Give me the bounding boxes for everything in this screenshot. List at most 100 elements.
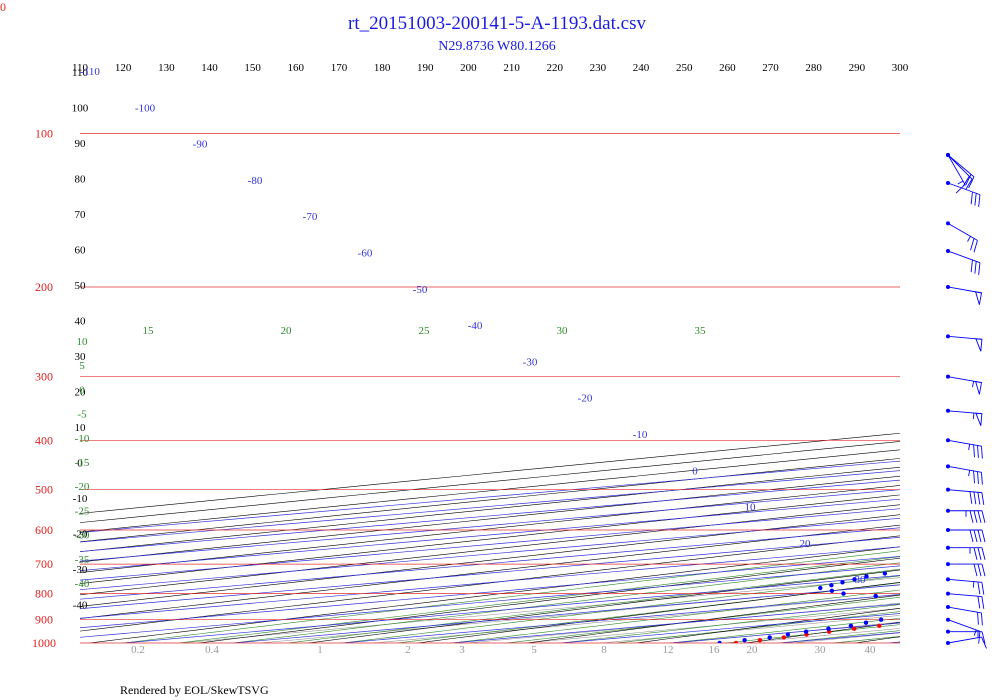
temperature-point bbox=[930, 618, 934, 622]
wind-barb bbox=[946, 153, 966, 194]
dewpoint-point bbox=[848, 623, 854, 628]
wind-barb-staff bbox=[947, 182, 981, 196]
theta-top-label: 120 bbox=[115, 62, 132, 74]
wind-barb-flag bbox=[981, 472, 983, 485]
temperature-point bbox=[757, 638, 763, 643]
theta-top-label: 240 bbox=[633, 62, 650, 74]
moist-adiabat-line bbox=[123, 550, 900, 643]
dry-adiabat-line bbox=[80, 514, 900, 607]
wind-barb-flag bbox=[977, 596, 981, 609]
pressure-label: 600 bbox=[35, 523, 53, 537]
mixing-ratio-label: 2 bbox=[405, 644, 411, 656]
wind-barb bbox=[946, 284, 983, 305]
dry-adiabat-line bbox=[80, 535, 900, 632]
wind-barb-staff bbox=[947, 222, 978, 241]
wind-barb-flag bbox=[973, 510, 978, 523]
wind-barb-flag bbox=[981, 631, 986, 644]
isotherm-label: -70 bbox=[303, 211, 318, 223]
wind-barb-flag bbox=[977, 445, 979, 458]
dry-adiabat-line bbox=[80, 524, 900, 619]
isotherm-label: -30 bbox=[523, 356, 538, 368]
moist-adiabat-line bbox=[779, 630, 900, 643]
theta-left-label: 50 bbox=[75, 280, 87, 292]
dry-adiabat-line bbox=[80, 432, 900, 514]
wind-barb-flag bbox=[965, 178, 973, 190]
wind-barb-half-flag bbox=[957, 180, 964, 185]
theta-top-label: 230 bbox=[590, 62, 607, 74]
wind-barb bbox=[946, 221, 978, 253]
dewpoint-point bbox=[803, 629, 809, 634]
wind-barb bbox=[946, 408, 983, 426]
dewpoint-point bbox=[863, 620, 869, 625]
isotherm-line bbox=[80, 527, 900, 600]
wind-barb-flag bbox=[977, 563, 982, 577]
dewpoint-point bbox=[901, 568, 905, 572]
moist-adiabat-line bbox=[451, 589, 900, 643]
moist-adiabat-label: -10 bbox=[75, 433, 90, 445]
theta-left-label: 20 bbox=[75, 387, 87, 399]
isotherm-line bbox=[80, 536, 900, 610]
mixing-ratio-line bbox=[521, 608, 900, 643]
wind-barb-flag bbox=[974, 193, 977, 206]
isotherm-line bbox=[557, 613, 900, 643]
wind-barb-half-flag bbox=[967, 236, 971, 242]
dewpoint-point bbox=[829, 583, 834, 588]
wind-barb bbox=[946, 464, 983, 485]
temperature-point bbox=[733, 640, 739, 643]
isotherm-line bbox=[80, 498, 900, 571]
isotherm-label: 20 bbox=[800, 538, 812, 550]
dewpoint-point bbox=[767, 635, 772, 640]
wind-barb-flag bbox=[970, 259, 973, 273]
isotherm-line bbox=[80, 517, 900, 591]
theta-top-label: 130 bbox=[158, 62, 175, 74]
mixing-ratio-label: 40 bbox=[865, 644, 877, 656]
theta-top-label: 180 bbox=[374, 62, 391, 74]
dewpoint-point bbox=[826, 626, 831, 631]
wind-barb-flag bbox=[977, 492, 981, 505]
moist-adiabat-label: 5 bbox=[79, 360, 85, 372]
moist-adiabat-label: 20 bbox=[281, 325, 293, 337]
dewpoint-point bbox=[840, 580, 845, 585]
wind-barb bbox=[946, 487, 985, 505]
theta-left-label: 70 bbox=[75, 209, 87, 221]
wind-barb-flag bbox=[973, 547, 978, 560]
theta-left-label: 10 bbox=[75, 422, 87, 434]
dewpoint-point bbox=[882, 571, 888, 576]
temperature-point bbox=[852, 626, 857, 631]
isotherm-label: -20 bbox=[578, 393, 593, 405]
wind-barb-staff bbox=[947, 154, 975, 178]
mixing-ratio-label: 30 bbox=[815, 644, 827, 656]
dry-adiabat-line bbox=[414, 581, 900, 643]
wind-barb-flag bbox=[969, 529, 974, 543]
axis-labels: 110 120 130 140 150 160 170 180 190 200 210 220 230 2… bbox=[72, 62, 909, 656]
isotherm-label: -80 bbox=[248, 175, 263, 187]
mixing-ratio-label: 0.2 bbox=[131, 644, 145, 656]
mixing-ratio-line bbox=[739, 628, 900, 643]
theta-top-label: 270 bbox=[762, 62, 779, 74]
isotherm-line bbox=[80, 479, 900, 552]
theta-top-label: 220 bbox=[546, 62, 563, 74]
wind-barb bbox=[946, 591, 985, 609]
theta-left-label: 60 bbox=[75, 245, 87, 257]
isotherms bbox=[80, 460, 900, 643]
wind-barb bbox=[946, 629, 986, 644]
moist-adiabat-label: -5 bbox=[77, 409, 87, 421]
pressure-label: 900 bbox=[35, 613, 53, 627]
theta-top-label: 170 bbox=[331, 62, 348, 74]
pressure-label: 800 bbox=[35, 587, 53, 601]
theta-left-label: 0 bbox=[77, 458, 83, 470]
dewpoint-point bbox=[923, 565, 927, 569]
wind-barb-flag bbox=[978, 262, 981, 275]
isotherm-label: -100 bbox=[135, 102, 156, 114]
moist-adiabat-label: -25 bbox=[75, 505, 90, 517]
theta-top-label: 150 bbox=[244, 62, 261, 74]
moist-adiabat-label: -30 bbox=[75, 530, 90, 542]
theta-top-label: 210 bbox=[503, 62, 520, 74]
chart-subtitle: N29.8736 W80.1266 bbox=[438, 39, 556, 54]
dry-adiabat-line bbox=[80, 504, 900, 596]
moist-adiabat-label: -40 bbox=[75, 578, 90, 590]
isotherm-line bbox=[80, 546, 900, 619]
isotherm-label: -110 bbox=[80, 66, 100, 78]
wind-barb-flag bbox=[973, 470, 975, 484]
